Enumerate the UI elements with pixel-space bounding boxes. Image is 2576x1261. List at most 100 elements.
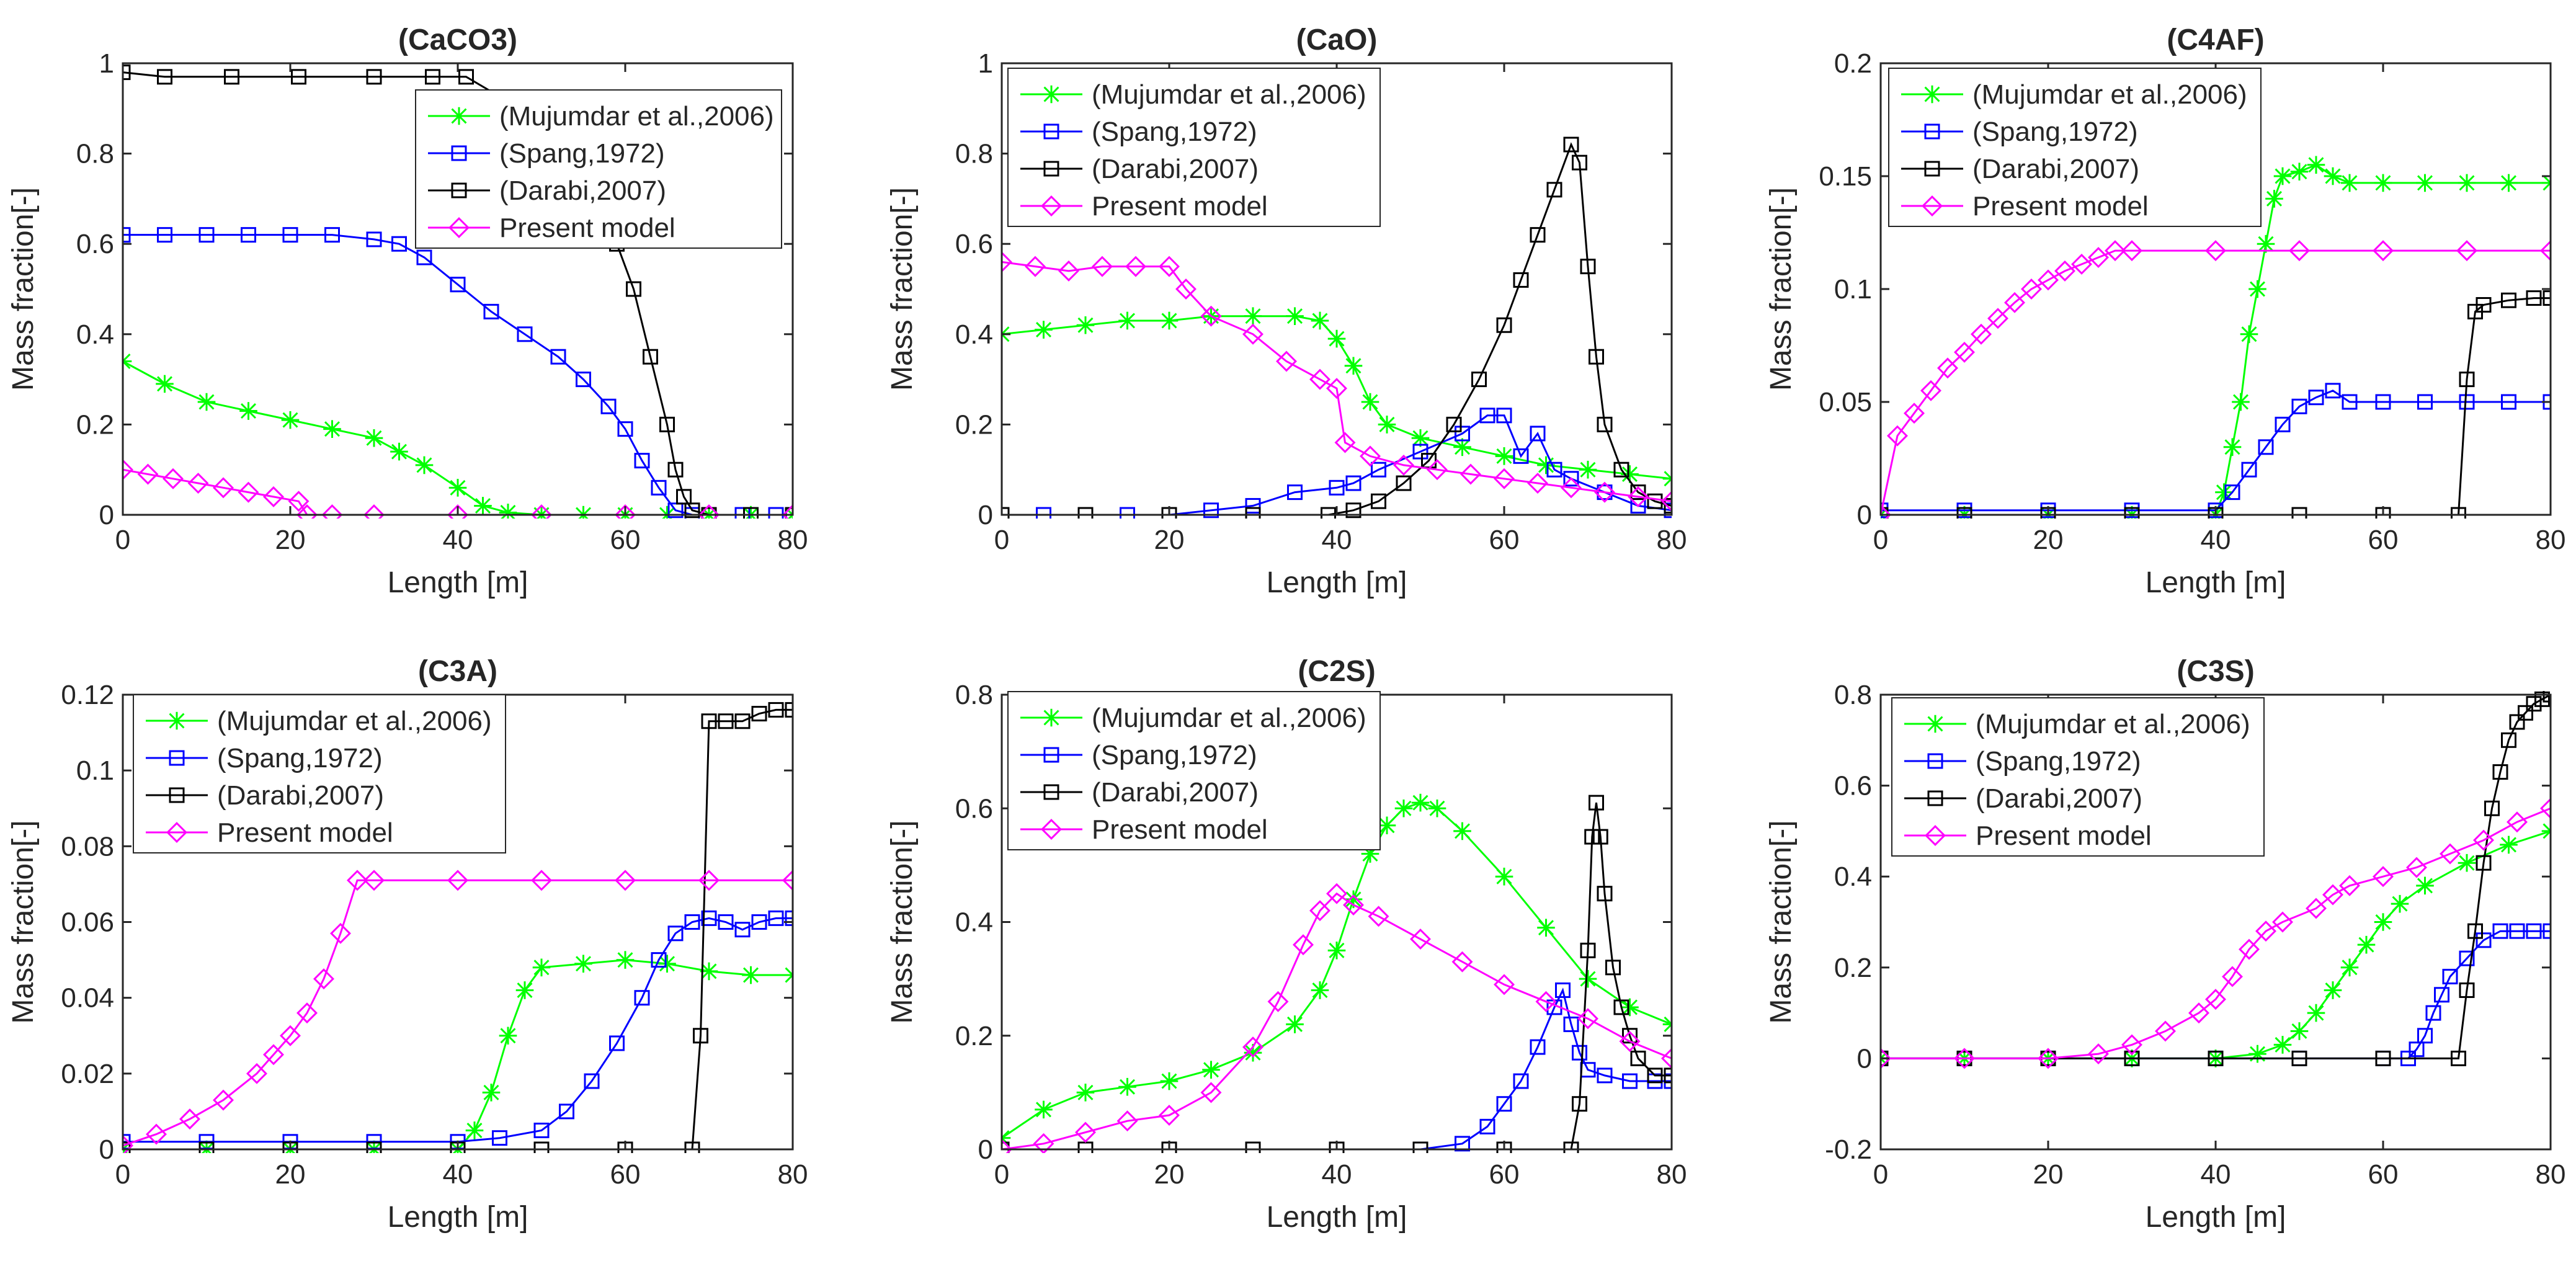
data-point (1344, 357, 1363, 375)
chart-title: (CaCO3) (398, 24, 517, 56)
x-tick-label: 60 (2368, 525, 2399, 555)
data-point (2208, 1050, 2224, 1066)
data-point (1537, 919, 1555, 937)
data-point (447, 870, 468, 891)
y-tick-label: 0.1 (76, 755, 114, 786)
data-point (1664, 497, 1672, 514)
x-tick-label: 40 (1322, 1159, 1352, 1190)
chart-panel: 0 20 40 60 80 0 0.05 0.1 0.15 0.2 (C4AF) Length [m]… (1765, 24, 2565, 599)
data-point (2273, 1036, 2292, 1054)
data-point (1427, 459, 1448, 481)
y-tick-label: 0.05 (1819, 387, 1872, 417)
data-point (2406, 857, 2427, 878)
data-point (616, 951, 635, 969)
data-point (1572, 154, 1587, 171)
data-point (734, 713, 751, 729)
data-point (2373, 240, 2394, 262)
legend-label: Present model (1092, 814, 1268, 845)
data-point (390, 442, 408, 461)
data-point (288, 491, 310, 512)
data-point (684, 914, 700, 930)
data-point (1513, 448, 1529, 464)
legend: (Mujumdar et al.,2006) (Spang,1972) (Darab… (133, 694, 506, 853)
x-tick-label: 20 (2033, 525, 2064, 555)
data-point (163, 468, 184, 489)
x-tick-label: 20 (1154, 1159, 1185, 1190)
data-point (241, 227, 256, 243)
data-point (1661, 1048, 1672, 1069)
series-line (1881, 249, 2551, 515)
legend-marker (169, 787, 185, 803)
data-point (1058, 260, 1079, 282)
data-point (1594, 481, 1615, 503)
legend-label: (Mujumdar et al.,2006) (1092, 703, 1366, 733)
legend-label: (Spang,1972) (499, 138, 665, 169)
legend-label: (Darabi,2007) (1092, 154, 1259, 184)
data-point (2290, 163, 2309, 181)
data-point (492, 1130, 507, 1146)
x-tick-label: 0 (1873, 1159, 1888, 1190)
data-point (1035, 321, 1053, 339)
y-tick-label: 1 (978, 48, 993, 79)
y-tick-label: 1 (99, 48, 114, 79)
data-point (1076, 316, 1095, 334)
data-point (1597, 886, 1613, 902)
data-point (1920, 380, 1941, 401)
y-tick-label: 0 (1857, 1043, 1872, 1074)
legend-marker (1043, 123, 1059, 140)
data-point (1118, 1077, 1136, 1096)
legend-label: Present model (499, 213, 675, 243)
legend-label: (Spang,1972) (1972, 117, 2138, 147)
legend-marker (451, 182, 467, 198)
data-point (2340, 958, 2359, 977)
x-tick-label: 0 (994, 1159, 1009, 1190)
data-point (2534, 691, 2550, 707)
data-point (2476, 296, 2492, 313)
y-tick-label: 0.6 (1834, 771, 1872, 801)
data-point (2241, 461, 2257, 478)
x-axis-label: Length [m] (388, 1201, 528, 1234)
data-point (2324, 167, 2342, 185)
data-point (2391, 894, 2409, 913)
data-point (2004, 292, 2025, 313)
data-point (2509, 923, 2525, 939)
chart-title: (C4AF) (2167, 24, 2264, 56)
data-point (2440, 843, 2461, 865)
data-point (2290, 1022, 2309, 1040)
data-point (1326, 883, 1347, 904)
data-point (2540, 240, 2551, 262)
data-point (626, 281, 641, 297)
data-point (1371, 461, 1386, 478)
data-point (198, 227, 215, 243)
x-tick-label: 60 (1489, 525, 1520, 555)
legend-marker (450, 107, 468, 125)
data-point (425, 69, 440, 85)
y-tick-label: 0.6 (955, 229, 993, 259)
data-point (123, 459, 133, 481)
legend-marker (1924, 123, 1940, 140)
y-tick-label: 0 (1857, 500, 1872, 530)
data-point (2374, 174, 2392, 192)
data-point (1613, 999, 1629, 1015)
data-point (1496, 1096, 1512, 1112)
data-point (2501, 394, 2516, 410)
data-point (2307, 156, 2325, 174)
data-point (1326, 378, 1347, 399)
data-point (2205, 989, 2226, 1010)
series-line (1881, 830, 2551, 1059)
legend-marker (1043, 784, 1059, 800)
data-point (2255, 920, 2276, 942)
data-point (1451, 951, 1473, 973)
data-point (448, 479, 467, 497)
data-point (751, 914, 767, 930)
chart-panel: 0 20 40 60 80 0 0.2 0.4 0.6 0.8 (C2S) Length [m] Mas… (886, 655, 1687, 1234)
data-point (2526, 290, 2542, 306)
legend-label: Present model (1976, 821, 2152, 851)
y-tick-label: 0.15 (1819, 161, 1872, 192)
data-point (659, 416, 675, 432)
data-point (465, 1121, 484, 1139)
data-point (1160, 311, 1179, 330)
data-point (2375, 1050, 2391, 1066)
y-tick-label: 0.4 (76, 319, 114, 350)
data-point (1244, 307, 1262, 325)
